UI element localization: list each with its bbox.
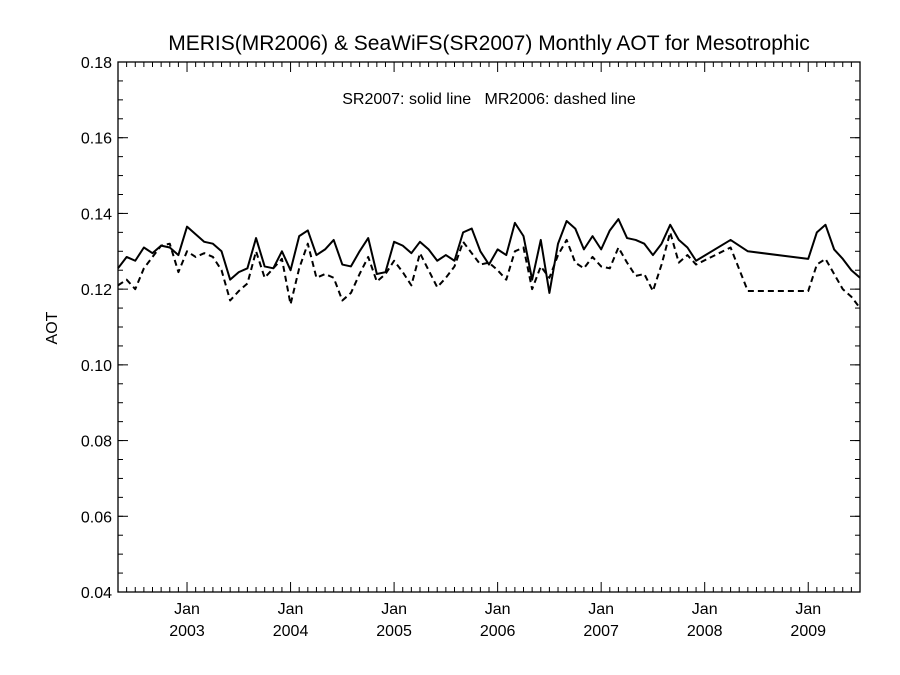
x-tick-month: Jan: [278, 601, 304, 618]
x-tick-year: 2007: [583, 623, 619, 640]
x-tick-month: Jan: [692, 601, 718, 618]
chart-title: MERIS(MR2006) & SeaWiFS(SR2007) Monthly …: [168, 32, 810, 55]
plot-frame: [117, 61, 861, 593]
series-layer: [117, 218, 861, 309]
x-tick-year: 2006: [480, 623, 516, 640]
x-tick-month: Jan: [485, 601, 511, 618]
series-line-mr2006: [117, 231, 861, 309]
y-tick-label: 0.10: [81, 358, 112, 375]
y-tick-label: 0.12: [81, 282, 112, 299]
x-tick-month: Jan: [381, 601, 407, 618]
y-tick-label: 0.18: [81, 55, 112, 72]
axes: 0.04 0.06 0.08 0.10 0.12 0.14 0.16 0.18 Jan 2003 J…: [81, 55, 861, 640]
x-tick-year: 2004: [273, 623, 309, 640]
x-tick-year: 2008: [687, 623, 723, 640]
y-tick-label: 0.08: [81, 434, 112, 451]
x-tick-month: Jan: [174, 601, 200, 618]
series-line-sr2007: [117, 218, 861, 294]
y-tick-label: 0.16: [81, 131, 112, 148]
x-tick-year: 2005: [376, 623, 412, 640]
x-tick-year: 2003: [169, 623, 205, 640]
line-style-note: SR2007: solid line MR2006: dashed line: [342, 91, 636, 108]
x-tick-year: 2009: [790, 623, 826, 640]
x-tick-month: Jan: [795, 601, 821, 618]
x-tick-month: Jan: [588, 601, 614, 618]
y-tick-label: 0.06: [81, 509, 112, 526]
y-tick-label: 0.04: [81, 585, 112, 602]
y-tick-label: 0.14: [81, 206, 112, 223]
y-axis-label: AOT: [44, 311, 61, 344]
